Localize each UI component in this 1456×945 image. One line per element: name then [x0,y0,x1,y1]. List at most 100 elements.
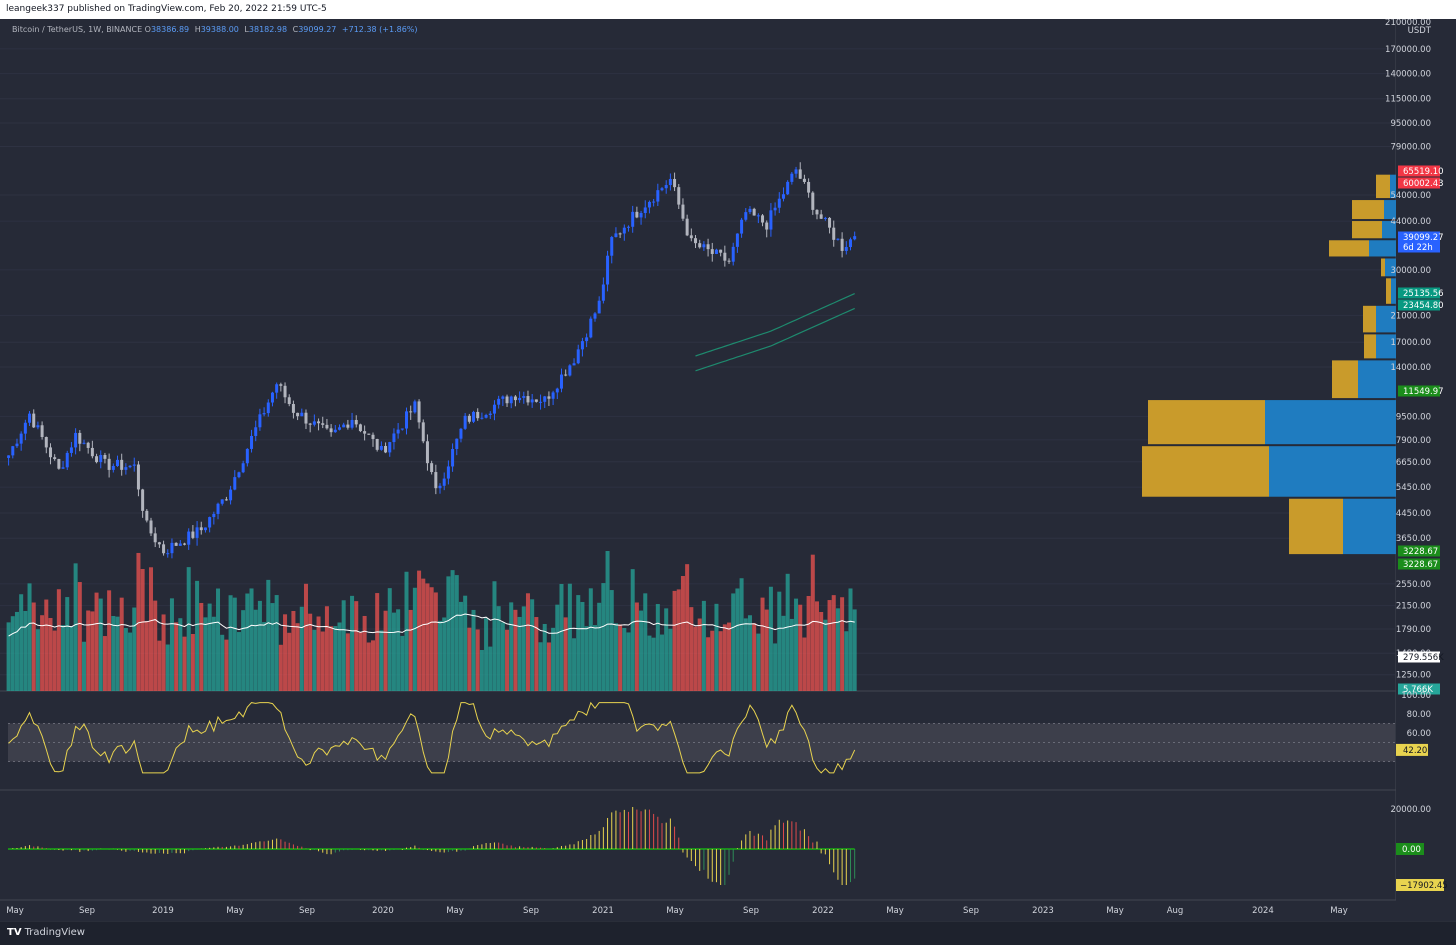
volume-bar [81,641,86,691]
candle-body [769,210,773,230]
candle-body [664,185,668,189]
candle-body [601,284,605,301]
candle-body [384,445,388,453]
volume-bar [257,600,262,691]
volume-bar [153,600,158,691]
candle-body [731,246,735,262]
candle-body [95,456,99,463]
volume-bar [580,601,585,691]
volume-bar [270,603,275,691]
symbol-legend: Bitcoin / TetherUS, 1W, BINANCE O38386.8… [12,25,421,34]
candle-body [773,207,777,211]
volume-bar [789,618,794,691]
volume-bar [308,613,313,691]
candle-body [86,442,90,448]
osc-value-box [1396,879,1444,891]
volume-bar [216,588,221,691]
price-label-box [1398,299,1440,311]
volume-bar [739,578,744,691]
moving-average-band [695,293,855,372]
volume-bar [203,617,208,691]
profile-down-bar [1352,200,1384,220]
profile-down-bar [1352,221,1382,239]
time-axis[interactable]: May Sep 2019 May Sep 2020 May Sep 2021 May Sep 2022… [0,899,1396,916]
volume-bar [509,602,514,691]
volume-bar [396,609,401,691]
candle-body [689,235,693,239]
candle-body [99,454,103,463]
candle-body [522,396,526,398]
oscillator-pane [8,807,856,885]
volume-bar [660,634,665,691]
candle-body [162,544,166,554]
volume-bar [228,595,233,691]
candle-body [694,238,698,244]
candle-body [270,392,274,403]
price-tick-label: 2550.00 [1396,580,1431,590]
candle-body [815,209,819,215]
volume-bar [241,610,246,691]
volume-bar [647,635,652,691]
candle-body [212,513,216,518]
price-tick-label: 95000.00 [1390,119,1431,129]
volume-bar [479,650,484,691]
candle-body [802,178,806,182]
candle-body [744,212,748,220]
price-tick-label: 2150.00 [1396,602,1431,612]
volume-bar [136,552,141,691]
candle-body [652,201,656,203]
candle-body [392,433,396,443]
candle-body [513,396,517,401]
volume-bar [291,610,296,691]
candle-body [120,459,124,470]
candle-body [719,249,723,253]
volume-bar [517,616,522,691]
candle-body [430,463,434,473]
volume-bar [182,636,187,691]
volume-bar [534,617,539,691]
volume-bar [371,640,375,691]
price-tick-label: 54000.00 [1390,191,1431,201]
candle-body [643,207,647,214]
volume-bar [760,597,765,691]
volume-bar [446,576,451,691]
candle-body [509,396,513,404]
profile-down-bar [1329,240,1369,257]
volume-bar [538,642,543,691]
candle-body [656,190,660,202]
candle-body [199,527,203,531]
time-tick-label: 2021 [592,906,614,916]
time-tick-label: Sep [299,906,315,916]
price-label-box [1398,231,1440,243]
candle-body [69,447,73,453]
tradingview-logo[interactable]: TV TradingView [7,927,85,938]
candle-body [781,194,785,199]
volume-bar [149,567,154,691]
volume-bar [718,631,723,691]
candle-body [266,402,270,414]
volume-bar [597,602,602,691]
profile-down-bar [1363,305,1376,333]
time-tick-label: May [6,906,24,916]
volume-bar [350,595,355,691]
rsi-band [8,723,1395,762]
time-tick-label: May [666,906,684,916]
candle-body [723,252,727,261]
candle-body [714,249,718,254]
volume-bar [500,622,505,691]
profile-up-bar [1265,400,1396,445]
candle-body [371,434,375,439]
volume-bar [186,567,191,691]
candle-body [53,457,57,460]
volume-bar [211,616,216,691]
volume-bar [354,601,359,691]
volume-bar [697,618,702,691]
time-tick-label: 2023 [1032,906,1054,916]
volume-bar [412,587,417,691]
candle-body [149,520,153,534]
candle-body [19,433,23,444]
volume-bar [383,610,388,691]
candle-body [530,399,534,403]
